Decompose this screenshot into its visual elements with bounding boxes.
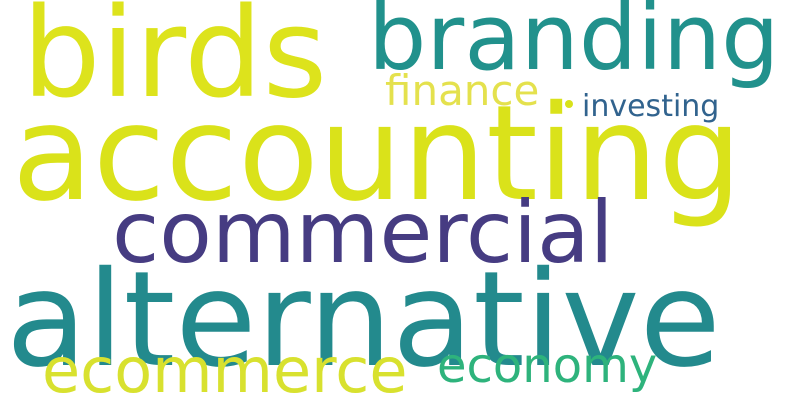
dot-mark xyxy=(565,100,573,108)
word-branding: branding xyxy=(368,0,780,91)
word-investing: investing xyxy=(582,89,720,124)
word-ecommerce: ecommerce xyxy=(42,334,408,400)
word-commercial: commercial xyxy=(112,183,614,283)
word-economy: economy xyxy=(437,338,658,394)
word-alternative: alternative xyxy=(6,243,721,397)
word-finance: finance xyxy=(385,66,540,115)
word-accounting: accounting xyxy=(12,77,742,231)
word-birds: birds xyxy=(22,0,328,126)
